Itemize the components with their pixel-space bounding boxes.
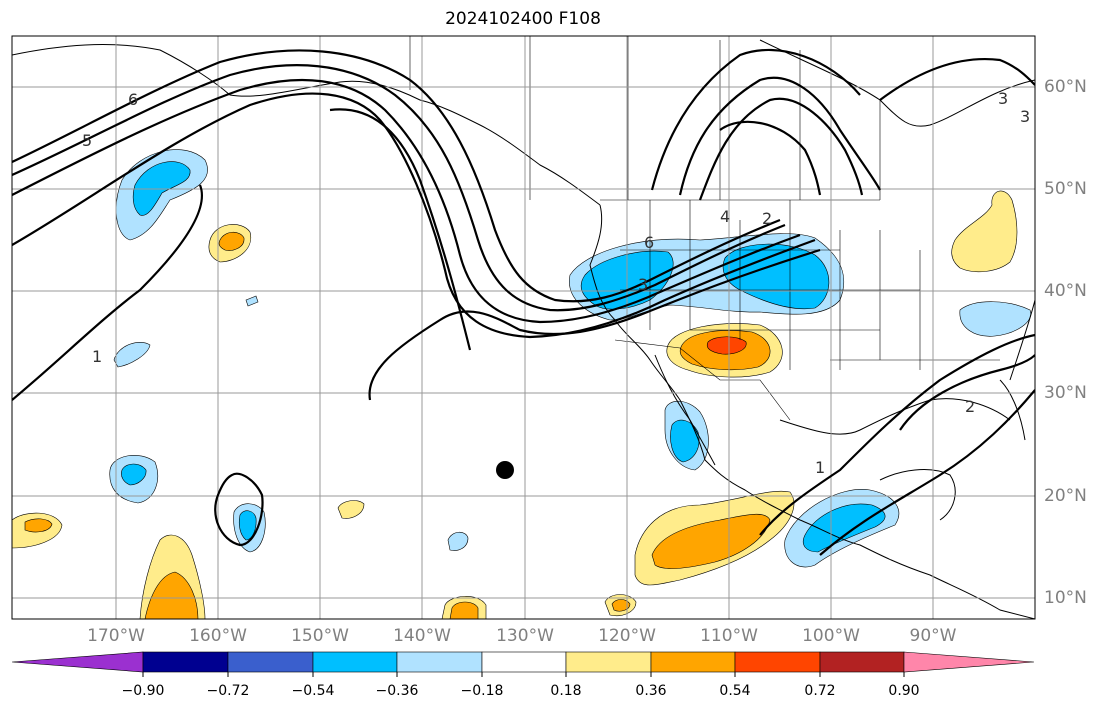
lat-label: 50°N [1044, 179, 1087, 199]
colorbar-tick-label: −0.72 [206, 683, 250, 699]
contour-label: 4 [720, 207, 730, 226]
contour-northeast-3 [879, 58, 1035, 101]
lat-label: 20°N [1044, 486, 1087, 506]
contour-jet-4 [12, 92, 816, 339]
shade-orange-west-edge [24, 518, 53, 533]
lon-label: 140°W [393, 626, 451, 646]
colorbar-segment-7 [650, 651, 736, 673]
contour-jet-2 [12, 64, 786, 312]
colorbar-tick-label: 0.72 [804, 683, 836, 699]
contour-jet-6 [368, 248, 821, 401]
colorbar-tick-label: 0.54 [719, 683, 751, 699]
shade-light-blue-tiny-2 [113, 341, 151, 368]
lon-label: 90°W [909, 626, 957, 646]
contour-southeast-trough-1 [759, 333, 1035, 536]
contour-labels: 6 5 1 6 3 4 2 3 2 1 3 [82, 89, 1030, 477]
contour-label: 3 [1020, 107, 1030, 126]
colorbar-segment-5 [481, 651, 567, 673]
colorbar-tick-label: 0.18 [550, 683, 582, 699]
contour-ridge-north-2 [678, 76, 881, 196]
contour-southeast-trough-3 [819, 389, 1035, 556]
lon-label: 100°W [802, 626, 860, 646]
lat-label: 10°N [1044, 588, 1087, 608]
gulf-coast [779, 398, 1011, 435]
lon-label: 170°W [87, 626, 145, 646]
lon-label: 120°W [598, 626, 656, 646]
contour-label: 3 [998, 89, 1008, 108]
shade-blue-hawaii-n [121, 463, 147, 486]
colorbar-segment-6 [565, 651, 652, 673]
colorbar-segment-1 [142, 651, 229, 673]
contour-label: 1 [815, 458, 825, 477]
shaded-anomalies [12, 149, 1032, 619]
lon-label: 150°W [291, 626, 349, 646]
coastlines [12, 39, 1035, 619]
contour-label: 1 [92, 347, 102, 366]
contour-label: 5 [82, 131, 92, 150]
contour-hawaii-loop [214, 472, 264, 547]
shade-light-blue-east-us [959, 301, 1032, 337]
lon-label: 130°W [496, 626, 554, 646]
contour-ridge-north-1 [650, 48, 861, 191]
gridlines [12, 36, 1035, 619]
florida [999, 379, 1026, 441]
colorbar-segment-10 [903, 651, 1035, 673]
colorbar-tick-label: 0.90 [888, 683, 920, 699]
contour-label: 2 [965, 397, 975, 416]
shade-orange-south-1 [449, 601, 479, 619]
contour-label: 2 [762, 209, 772, 228]
shade-light-blue-tiny-3 [447, 531, 469, 551]
contour-lines [12, 48, 1035, 556]
shade-yellow-small-2 [337, 500, 365, 519]
shade-blue-hawaii-s [238, 510, 257, 541]
colorbar-tick-label: −0.90 [121, 683, 165, 699]
map-frame [11, 35, 1036, 620]
colorbar-tick-label: −0.36 [375, 683, 419, 699]
plot-background [12, 36, 1035, 619]
lat-label: 40°N [1044, 281, 1087, 301]
hudson-bay [759, 39, 1035, 127]
location-marker [496, 461, 514, 479]
colorbar-tick-label: 0.36 [635, 683, 667, 699]
shade-red-southwest [706, 336, 747, 355]
plot-area [12, 36, 1035, 619]
colorbar-segment-8 [734, 651, 821, 673]
contour-label: 6 [644, 233, 654, 252]
contour-1-west [12, 184, 203, 401]
shade-orange-small-1 [218, 231, 245, 251]
yucatan [879, 469, 956, 521]
east-coast [1009, 299, 1035, 381]
lon-label: 160°W [189, 626, 247, 646]
colorbar [11, 651, 1035, 677]
colorbar-segment-2 [227, 651, 314, 673]
contour-label: 6 [128, 90, 138, 109]
colorbar-tick-label: −0.18 [460, 683, 504, 699]
colorbar-segment-3 [312, 651, 398, 673]
map-title: 2024102400 F108 [445, 9, 601, 29]
contour-southeast-trough-2 [899, 354, 1035, 431]
contour-ridge-north-3 [698, 97, 864, 201]
lat-label: 30°N [1044, 383, 1087, 403]
shade-orange-tropical-east [651, 513, 771, 570]
colorbar-segment-0 [11, 651, 144, 673]
contour-jet-3 [12, 78, 801, 324]
shade-orange-south-2 [611, 599, 631, 612]
political-borders [409, 36, 1000, 421]
lon-label: 110°W [700, 626, 758, 646]
contour-label: 3 [638, 275, 648, 294]
shade-yellow-great-lakes [951, 190, 1018, 273]
shade-light-blue-tiny-1 [245, 295, 259, 307]
alaska-coast [12, 44, 601, 206]
shade-blue-baja [670, 419, 700, 463]
shade-blue-central-america [802, 503, 886, 553]
contour-ridge-north-4 [719, 120, 822, 196]
colorbar-tick-label: −0.54 [291, 683, 335, 699]
colorbar-segment-9 [819, 651, 905, 673]
colorbar-segment-4 [396, 651, 483, 673]
contour-jet-1 [12, 49, 781, 303]
lat-label: 60°N [1044, 77, 1087, 97]
baja-peninsula [654, 354, 716, 466]
